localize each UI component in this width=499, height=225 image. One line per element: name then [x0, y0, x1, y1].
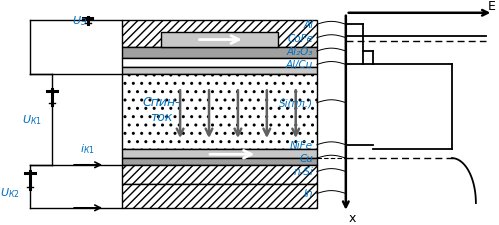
Text: $U_{К2}$: $U_{К2}$ [0, 186, 20, 200]
Bar [161, 33, 278, 48]
Text: $U_Э$: $U_Э$ [72, 14, 88, 27]
Text: $i_{К1}$: $i_{К1}$ [80, 142, 95, 155]
Bar [122, 48, 317, 58]
Text: n-Si: n-Si [293, 167, 313, 177]
Text: $U_{К1}$: $U_{К1}$ [22, 112, 42, 126]
Bar [122, 75, 317, 149]
Text: Al/Cu: Al/Cu [286, 60, 313, 70]
Text: NiFe: NiFe [290, 140, 313, 150]
Text: CoFe: CoFe [287, 34, 313, 43]
Text: Si(пл.): Si(пл.) [279, 98, 313, 108]
Text: Спин-
ток: Спин- ток [142, 96, 180, 124]
Text: E: E [488, 0, 496, 13]
Text: x: x [349, 211, 356, 224]
Text: In: In [303, 189, 313, 199]
Bar [122, 149, 317, 158]
Text: Cu: Cu [299, 153, 313, 163]
Text: Al₂O₃: Al₂O₃ [287, 47, 313, 57]
Bar [122, 184, 317, 208]
Bar [122, 165, 317, 184]
Text: Al: Al [303, 20, 313, 30]
Bar [122, 68, 317, 75]
Bar [122, 158, 317, 165]
Bar [122, 21, 317, 48]
Bar [122, 58, 317, 68]
